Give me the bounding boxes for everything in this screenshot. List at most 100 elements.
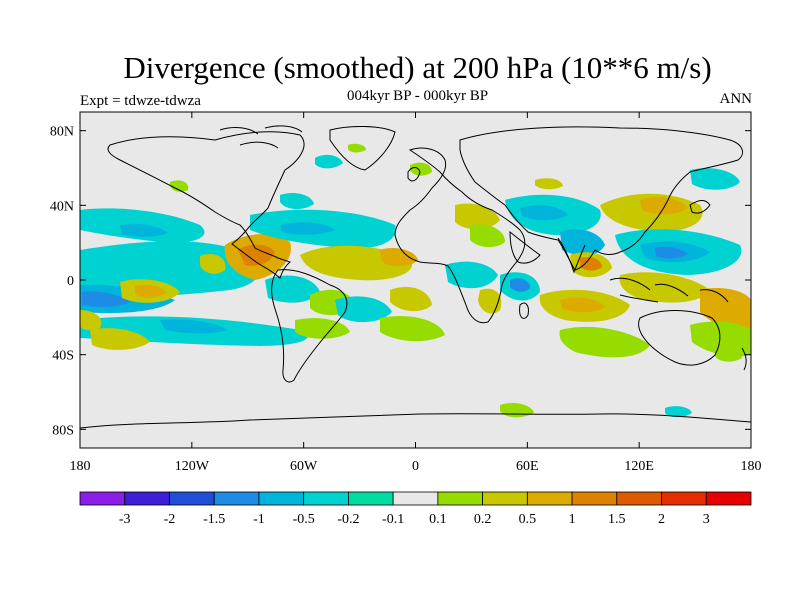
lon-tick-label: 60W [290,459,318,474]
colorbar-swatch [303,491,349,506]
lon-tick-label: 0 [412,459,419,474]
contour-region [559,326,650,358]
contour-region [335,296,392,323]
colorbar-label: -0.1 [382,512,404,527]
colorbar-label: -1 [253,512,265,527]
contour-region [380,315,445,342]
contour-region [700,288,751,331]
contour-region [655,246,688,259]
contour-region [120,223,168,237]
colorbar-label: 1 [569,512,576,527]
experiment-label: Expt = tdwze-tdwza [80,93,201,109]
colorbar-label: 2 [658,512,665,527]
lat-tick-label: 0 [67,274,74,289]
coastline-europe-africa [394,147,526,324]
coastline-new-zealand [741,347,747,371]
contour-region [690,321,751,357]
contour-region [280,193,314,210]
lon-tick-label: 180 [741,459,762,474]
colorbar: -3 -2 -1.5 -1 -0.5 -0.2 -0.1 0.1 0.2 0.5 1 1.5 2 3 [79,491,752,527]
contour-fill [80,143,751,418]
coastline-greenland [329,125,396,171]
coastline-antarctica [80,413,751,429]
latitude-axis: 80N 40N 0 40S 80S [50,125,751,438]
contour-region [560,297,605,313]
colorbar-swatch [392,491,439,506]
colorbar-label: -3 [119,512,131,527]
contour-region [510,278,530,292]
contour-region [455,203,500,230]
contour-region [160,319,228,334]
contour-region [390,286,432,312]
lon-tick-label: 180 [70,459,91,474]
coastline-madagascar [519,302,529,319]
colorbar-swatch [661,491,707,506]
contour-region [200,253,226,274]
contour-region [280,222,335,235]
colorbar-label: 0.2 [474,512,492,527]
coastline-asia [459,126,743,271]
lon-tick-label: 60E [516,459,539,474]
lat-tick-label: 80S [52,423,74,438]
contour-region [238,244,275,266]
contour-region [170,180,189,192]
colorbar-swatch [347,491,394,506]
colorbar-swatch [258,491,305,506]
colorbar-label: 3 [703,512,710,527]
colorbar-swatch [437,491,484,506]
colorbar-label: -2 [164,512,176,527]
colorbar-swatch [526,491,573,506]
coastline-canadian-archipelago [219,125,303,149]
lon-tick-label: 120W [175,459,210,474]
contour-region [535,178,563,190]
contour-region [478,288,502,314]
contour-region [348,143,366,153]
colorbar-label: 0.5 [519,512,537,527]
colorbar-swatch [213,491,260,506]
coastline-japan [689,200,711,214]
colorbar-label: -0.5 [293,512,315,527]
colorbar-label: 1.5 [608,512,626,527]
lat-tick-label: 40N [50,199,74,214]
contour-region [690,168,740,190]
coastline-uk [407,167,421,182]
coastline-north-america [107,131,305,279]
colorbar-swatch [124,491,170,506]
colorbar-swatch [616,491,662,506]
contour-region [135,284,166,298]
plot-title: Divergence (smoothed) at 200 hPa (10**6 … [123,50,712,85]
contour-region [560,229,605,256]
coastline-australia [638,310,721,366]
coastline-arabia [509,230,541,264]
contour-region [665,406,692,418]
colorbar-label: 0.1 [429,512,447,527]
contour-region [82,291,130,307]
coastlines [80,125,751,429]
colorbar-label: -1.5 [203,512,225,527]
longitude-axis: 180 120W 60W 0 60E 120E 180 [70,112,762,474]
season-label: ANN [719,91,753,107]
colorbar-swatch [571,491,618,506]
contour-region [410,162,432,176]
colorbar-swatch [79,491,126,506]
contour-region [445,261,498,289]
contour-region [315,154,343,169]
contour-region [640,197,688,215]
lat-tick-label: 80N [50,125,74,140]
contour-region [265,275,320,303]
plot-subtitle: 004kyr BP - 000kyr BP [346,88,489,104]
contour-region [520,205,568,221]
contour-region [580,257,602,271]
contour-region [90,328,150,350]
colorbar-swatch [482,491,528,506]
colorbar-swatch [169,491,215,506]
contour-region [715,348,742,362]
colorbar-swatch [705,491,752,506]
contour-region [80,310,102,331]
lat-tick-label: 40S [52,349,74,364]
contour-region [380,248,418,267]
coastline-maritime-continent [609,277,729,303]
coastline-indian-peninsula [557,237,586,274]
contour-region [470,224,505,248]
